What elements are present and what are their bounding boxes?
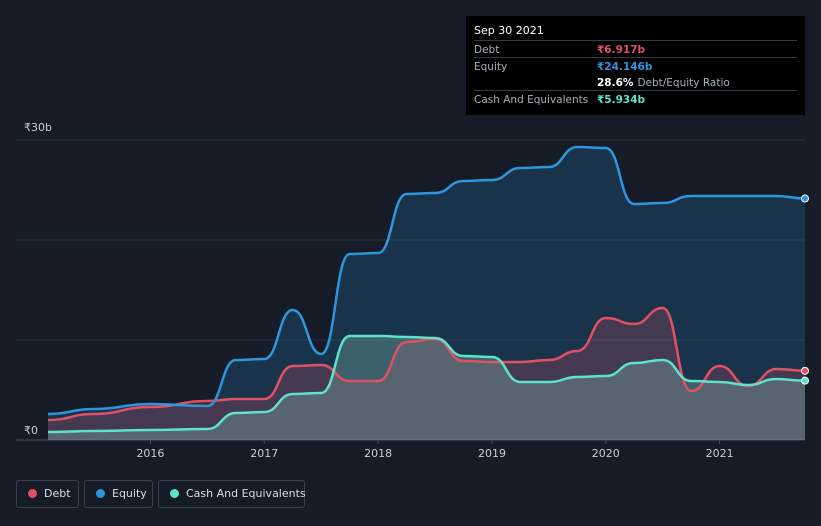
x-tick-label: 2017 <box>250 447 278 460</box>
tooltip-ratio-value: 28.6% <box>597 77 634 89</box>
legend-label-equity: Equity <box>112 487 147 500</box>
equity-dot-icon <box>96 489 105 498</box>
legend-item-debt[interactable]: Debt <box>16 480 79 508</box>
equity-line <box>47 145 806 416</box>
cash-dot-icon <box>170 489 179 498</box>
equity-end-marker <box>801 194 809 203</box>
tooltip-equity-label: Equity <box>474 61 508 73</box>
debt-end-marker <box>801 366 809 375</box>
cash-line <box>47 334 806 434</box>
tooltip-row-debt: Debt ₹6.917b <box>474 40 797 58</box>
x-tick-label: 2021 <box>706 447 734 460</box>
chart-ticks: ₹0 ₹30b 2016 2017 2018 2019 2020 2021 <box>24 121 734 460</box>
tooltip-cash-label: Cash And Equivalents <box>474 94 589 106</box>
tooltip-ratio-label: Debt/Equity Ratio <box>637 77 730 89</box>
x-tick-label: 2020 <box>592 447 620 460</box>
tooltip-ratio: 28.6% Debt/Equity Ratio <box>597 77 730 89</box>
legend-label-debt: Debt <box>44 487 71 500</box>
legend-label-cash: Cash And Equivalents <box>186 487 306 500</box>
debt-line <box>47 306 806 422</box>
x-tick-label: 2018 <box>364 447 392 460</box>
tooltip-row-equity: Equity ₹24.146b <box>474 57 797 75</box>
x-tick-label: 2019 <box>478 447 506 460</box>
tooltip-debt-label: Debt <box>474 44 500 56</box>
debt-area <box>48 308 805 440</box>
equity-area <box>48 147 805 440</box>
tooltip-row-cash: Cash And Equivalents ₹5.934b <box>474 90 797 108</box>
debt-dot-icon <box>28 489 37 498</box>
legend-item-cash[interactable]: Cash And Equivalents <box>158 480 306 508</box>
legend-item-equity[interactable]: Equity <box>84 480 153 508</box>
cash-end-marker <box>801 376 809 385</box>
x-tick-label: 2016 <box>136 447 164 460</box>
tooltip-debt-value: ₹6.917b <box>597 44 646 56</box>
chart-end-markers <box>801 194 809 385</box>
y-tick-label: ₹30b <box>24 121 52 134</box>
tooltip-row-ratio: 28.6% Debt/Equity Ratio <box>474 74 797 91</box>
chart-lines <box>47 145 806 434</box>
chart-areas <box>48 147 805 440</box>
tooltip-equity-value: ₹24.146b <box>597 61 653 73</box>
chart-grid <box>16 139 805 441</box>
y-tick-label: ₹0 <box>24 424 38 437</box>
tooltip-date: Sep 30 2021 <box>474 24 544 37</box>
data-tooltip: Sep 30 2021 Debt ₹6.917b Equity ₹24.146b… <box>466 16 805 115</box>
tooltip-cash-value: ₹5.934b <box>597 94 646 106</box>
